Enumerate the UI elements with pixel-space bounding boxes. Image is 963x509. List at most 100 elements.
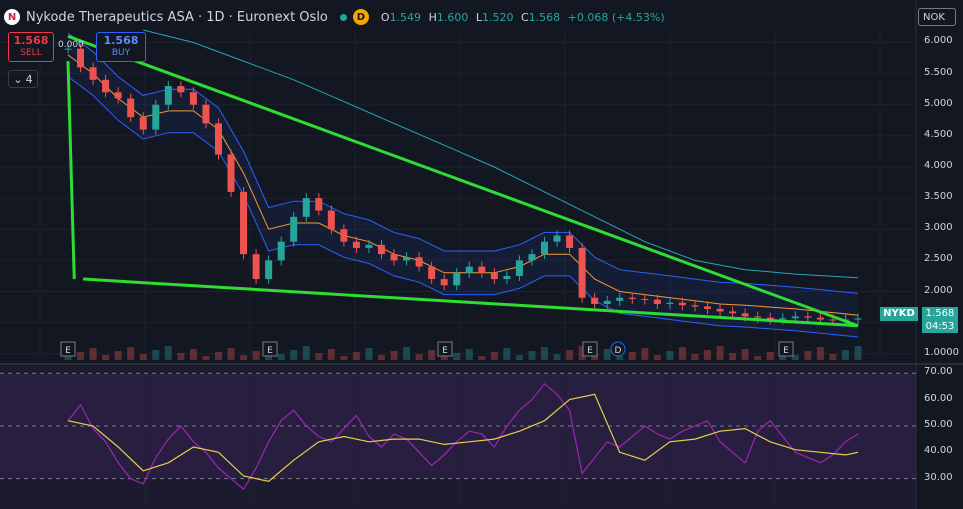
volume-bar [214,352,222,360]
buy-price: 1.568 [103,34,139,47]
earnings-marker-label: E [267,346,273,356]
earnings-marker-label: E [442,346,448,356]
rsi-axis-tick: 40.00 [924,445,953,457]
volume-bar [628,352,636,360]
price-axis-tick: 3.000 [924,222,953,234]
candle-body [77,48,85,68]
volume-bar [754,356,762,360]
candle-body [428,266,436,280]
candle-body [277,241,285,261]
volume-bar [541,347,549,360]
sell-button[interactable]: 1.568 SELL [8,32,54,62]
price-axis-tick: 4.000 [924,159,953,171]
chevron-down-icon: ⌄ [13,72,23,86]
candle-body [202,104,210,124]
change-value: +0.068 (+4.53%) [567,10,665,24]
volume-bar [152,350,160,360]
volume-bar [453,353,461,360]
earnings-marker: E [778,341,794,357]
candle-body [340,229,348,242]
price-axis-tick: 4.500 [924,128,953,140]
close-label: C [520,10,529,24]
volume-bar [89,348,97,360]
candle-body [152,104,160,130]
price-axis-tick: 3.500 [924,191,953,203]
volume-bar [854,346,862,360]
candle-body [465,266,473,273]
candle-body [854,318,862,320]
candle-body [89,67,97,80]
trendline [82,277,859,328]
candle-body [791,316,799,319]
bollinger-lower [67,76,859,338]
earnings-marker-label: E [587,346,593,356]
rsi-axis-tick: 30.00 [924,471,953,483]
candle-body [729,311,737,314]
candle-body [804,316,812,318]
sell-label: SELL [20,48,42,58]
volume-bar [503,348,511,360]
price-axis-tick: 5.500 [924,66,953,78]
volume-bar [365,348,373,360]
earnings-marker: D [610,341,626,357]
volume-bar [302,346,310,360]
currency-select[interactable]: NOK [918,8,956,26]
volume-bar [653,355,661,360]
candle-body [189,92,197,105]
candle-body [591,297,599,304]
sell-price: 1.568 [13,34,49,47]
company-logo: N [4,9,20,25]
volume-bar [566,350,574,360]
last-price: 1.568 [925,308,955,319]
volume-bar [277,354,285,360]
candle-body [139,117,147,130]
candle-body [114,92,122,99]
candle-body [164,86,172,105]
rsi-axis-tick: 60.00 [924,392,953,404]
candle-body [64,48,72,50]
candle-body [377,244,385,255]
volume-bar [616,356,624,360]
volume-bar [390,351,398,360]
volume-bar [791,355,799,360]
rsi-ma-line [67,393,859,482]
rsi-line [67,382,859,491]
candle-body [478,266,486,273]
volume-bar [64,356,72,360]
volume-bar [528,351,536,360]
candle-body [829,319,837,321]
bollinger-fill [68,33,858,337]
volume-bar [202,356,210,360]
candle-body [691,305,699,307]
candle-body [365,244,373,248]
candle-body [541,241,549,255]
earnings-marker: E [582,341,598,357]
candle-body [566,235,574,248]
rsi-axis-tick: 70.00 [924,366,953,378]
spread-value: 0.000 [58,40,84,50]
indicator-toggle-button[interactable]: ⌄ 4 [8,70,38,88]
volume-bar [177,353,185,360]
price-axis-tick: 6.000 [924,35,953,47]
market-status-dot [339,13,347,21]
candle-body [653,299,661,304]
candle-body [252,254,260,280]
buy-label: BUY [111,48,131,58]
buy-button[interactable]: 1.568 BUY [96,32,146,62]
high-value: 1.600 [436,10,469,24]
candle-body [453,272,461,286]
dividend-badge[interactable]: D [352,9,369,25]
price-axis-tick: 5.000 [924,97,953,109]
volume-bar [252,351,260,360]
symbol-title[interactable]: Nykode Therapeutics ASA · 1D · Euronext … [26,9,328,25]
candle-body [214,123,222,155]
close-value: 1.568 [528,10,561,24]
volume-bar [164,346,172,360]
candle-body [678,302,686,306]
candle-body [641,298,649,300]
earnings-marker: E [262,341,278,357]
ma-teal-line [143,29,859,279]
volume-bar [127,347,135,360]
candle-body [302,198,310,217]
